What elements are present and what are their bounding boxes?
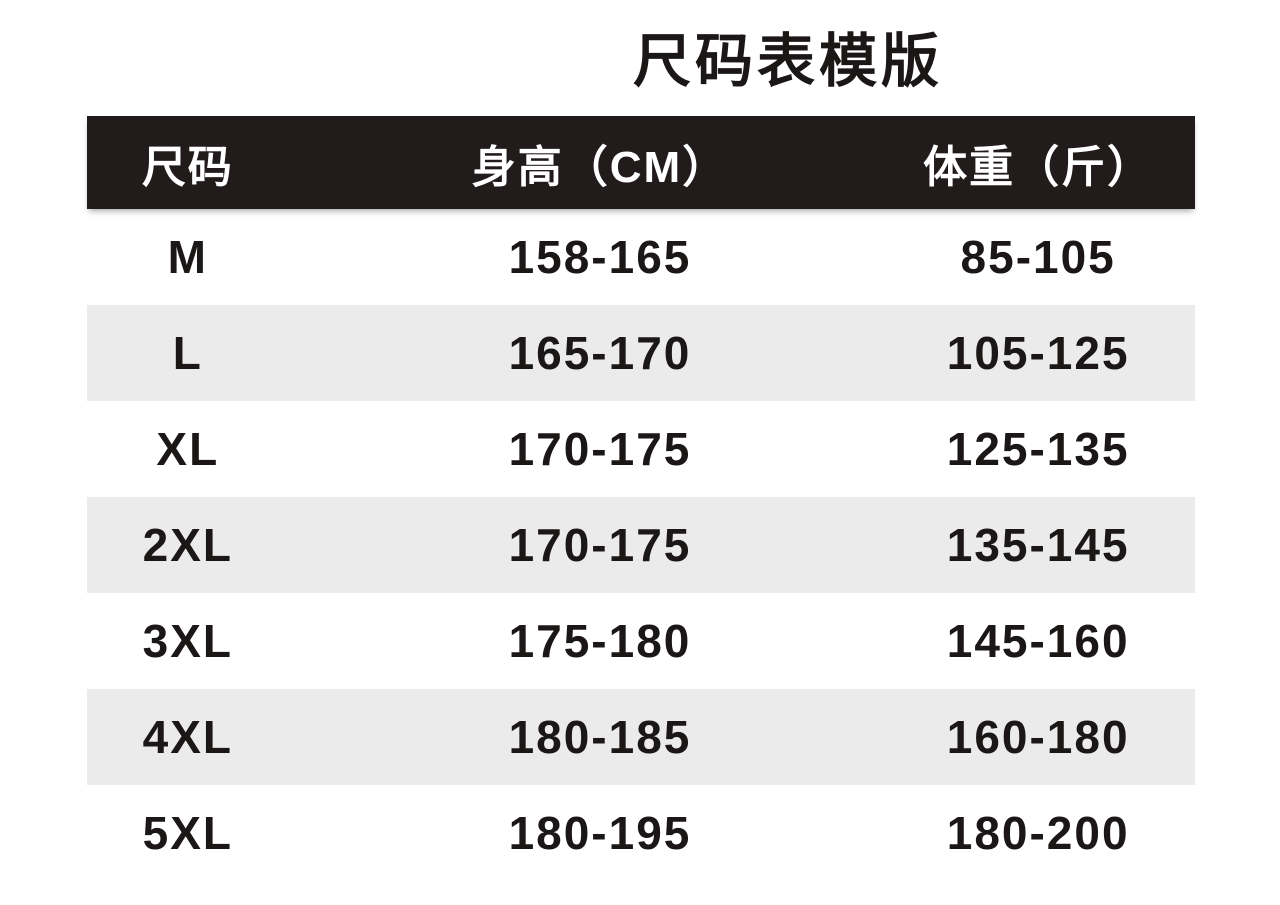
- page-title: 尺码表模版: [632, 29, 943, 94]
- size-table: 尺码 身高（CM） 体重（斤） M 158-165 85-105 L 165-1…: [87, 116, 1195, 881]
- column-header-height: 身高（CM）: [471, 142, 729, 192]
- table-row: 3XL 175-180 145-160: [87, 593, 1195, 689]
- column-header-size: 尺码: [141, 142, 234, 192]
- table-row: L 165-170 105-125: [87, 305, 1195, 401]
- weight-cell: 160-180: [946, 711, 1130, 763]
- size-cell: M: [167, 231, 208, 283]
- weight-cell: 145-160: [946, 615, 1130, 667]
- table-header-row: 尺码 身高（CM） 体重（斤）: [87, 116, 1195, 209]
- size-cell: L: [172, 327, 203, 379]
- table-body: M 158-165 85-105 L 165-170 105-125 XL 17…: [87, 209, 1195, 881]
- table-row: XL 170-175 125-135: [87, 401, 1195, 497]
- size-cell: XL: [156, 423, 220, 475]
- size-cell: 5XL: [142, 807, 233, 859]
- size-cell: 3XL: [142, 615, 233, 667]
- table-row: 5XL 180-195 180-200: [87, 785, 1195, 881]
- column-header-weight: 体重（斤）: [923, 142, 1154, 192]
- height-cell: 180-185: [508, 711, 692, 763]
- weight-cell: 125-135: [946, 423, 1130, 475]
- table-row: M 158-165 85-105: [87, 209, 1195, 305]
- weight-cell: 85-105: [960, 231, 1116, 283]
- height-cell: 175-180: [508, 615, 692, 667]
- height-cell: 165-170: [508, 327, 692, 379]
- size-cell: 2XL: [142, 519, 233, 571]
- height-cell: 180-195: [508, 807, 692, 859]
- height-cell: 170-175: [508, 423, 692, 475]
- weight-cell: 105-125: [946, 327, 1130, 379]
- weight-cell: 135-145: [946, 519, 1130, 571]
- table-row: 2XL 170-175 135-145: [87, 497, 1195, 593]
- table-row: 4XL 180-185 160-180: [87, 689, 1195, 785]
- height-cell: 170-175: [508, 519, 692, 571]
- height-cell: 158-165: [508, 231, 692, 283]
- size-cell: 4XL: [142, 711, 233, 763]
- weight-cell: 180-200: [946, 807, 1130, 859]
